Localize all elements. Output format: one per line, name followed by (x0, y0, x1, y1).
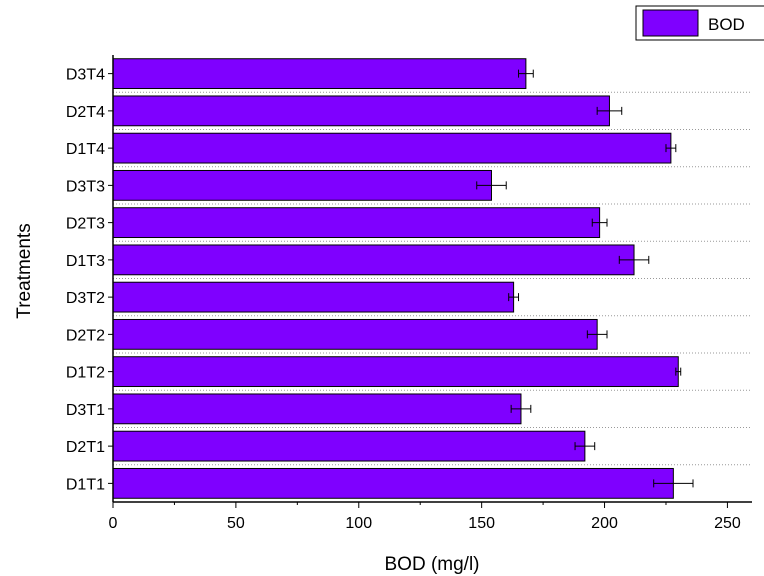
bar-d2t2 (112, 318, 598, 350)
bar-d3t1 (112, 393, 522, 425)
error-bar-d1t4 (665, 144, 677, 153)
y-tick-label: D3T2 (66, 290, 105, 307)
error-bar-d3t4 (518, 69, 534, 78)
x-tick-label: 50 (227, 515, 245, 532)
bar-d1t2 (112, 356, 679, 388)
error-bar-d2t4 (596, 106, 623, 115)
x-tick-label: 0 (109, 515, 118, 532)
bar-d3t2 (112, 281, 515, 313)
error-bar-d2t3 (591, 218, 608, 227)
bar-d3t3 (112, 169, 492, 201)
x-tick-label: 200 (591, 515, 618, 532)
y-tick-label: D2T4 (66, 104, 105, 121)
error-bar-d1t2 (675, 367, 682, 376)
y-tick-label: D3T3 (66, 178, 105, 195)
x-tick-label: 100 (345, 515, 372, 532)
y-tick-label: D2T2 (66, 327, 105, 344)
y-tick-label: D1T4 (66, 141, 105, 158)
y-tick-label: D2T1 (66, 439, 105, 456)
y-tick-labels: D3T4 D2T4 D1T4 D3T3 D2T3 D1T3 D3T2 D2T2 D1T2 D3T1… (66, 67, 105, 494)
bar-d2t1 (112, 430, 586, 462)
bar-d3t4 (112, 58, 527, 90)
x-tick-label: 150 (468, 515, 495, 532)
bar-d1t1 (112, 467, 674, 499)
bar-d1t4 (112, 132, 672, 164)
y-tick-label: D3T4 (66, 67, 105, 84)
x-tick-label: 250 (714, 515, 741, 532)
error-bar-d3t1 (510, 404, 532, 413)
y-tick-label: D1T1 (66, 476, 105, 493)
error-bar-d1t1 (653, 479, 694, 488)
bar-d1t3 (112, 244, 635, 276)
error-bar-d3t3 (476, 181, 507, 190)
error-bar-d1t3 (618, 255, 650, 264)
x-tick-labels: 0 50 100 150 200 250 (109, 515, 741, 532)
legend-swatch (642, 9, 699, 37)
legend: BOD (635, 5, 764, 41)
axes (108, 55, 752, 508)
error-bar-d2t1 (574, 442, 596, 451)
bar-d2t4 (112, 95, 610, 127)
y-axis-title: Treatments (14, 223, 35, 318)
bars (112, 58, 679, 499)
error-bars (476, 69, 694, 488)
y-tick-label: D3T1 (66, 402, 105, 419)
error-bar-d3t2 (508, 293, 520, 302)
legend-label: BOD (708, 15, 745, 34)
y-tick-label: D1T2 (66, 365, 105, 382)
x-axis-title: BOD (mg/l) (385, 554, 480, 575)
y-tick-label: D1T3 (66, 253, 105, 270)
y-tick-label: D2T3 (66, 216, 105, 233)
bar-d2t3 (112, 207, 601, 239)
error-bar-d2t2 (586, 330, 608, 339)
